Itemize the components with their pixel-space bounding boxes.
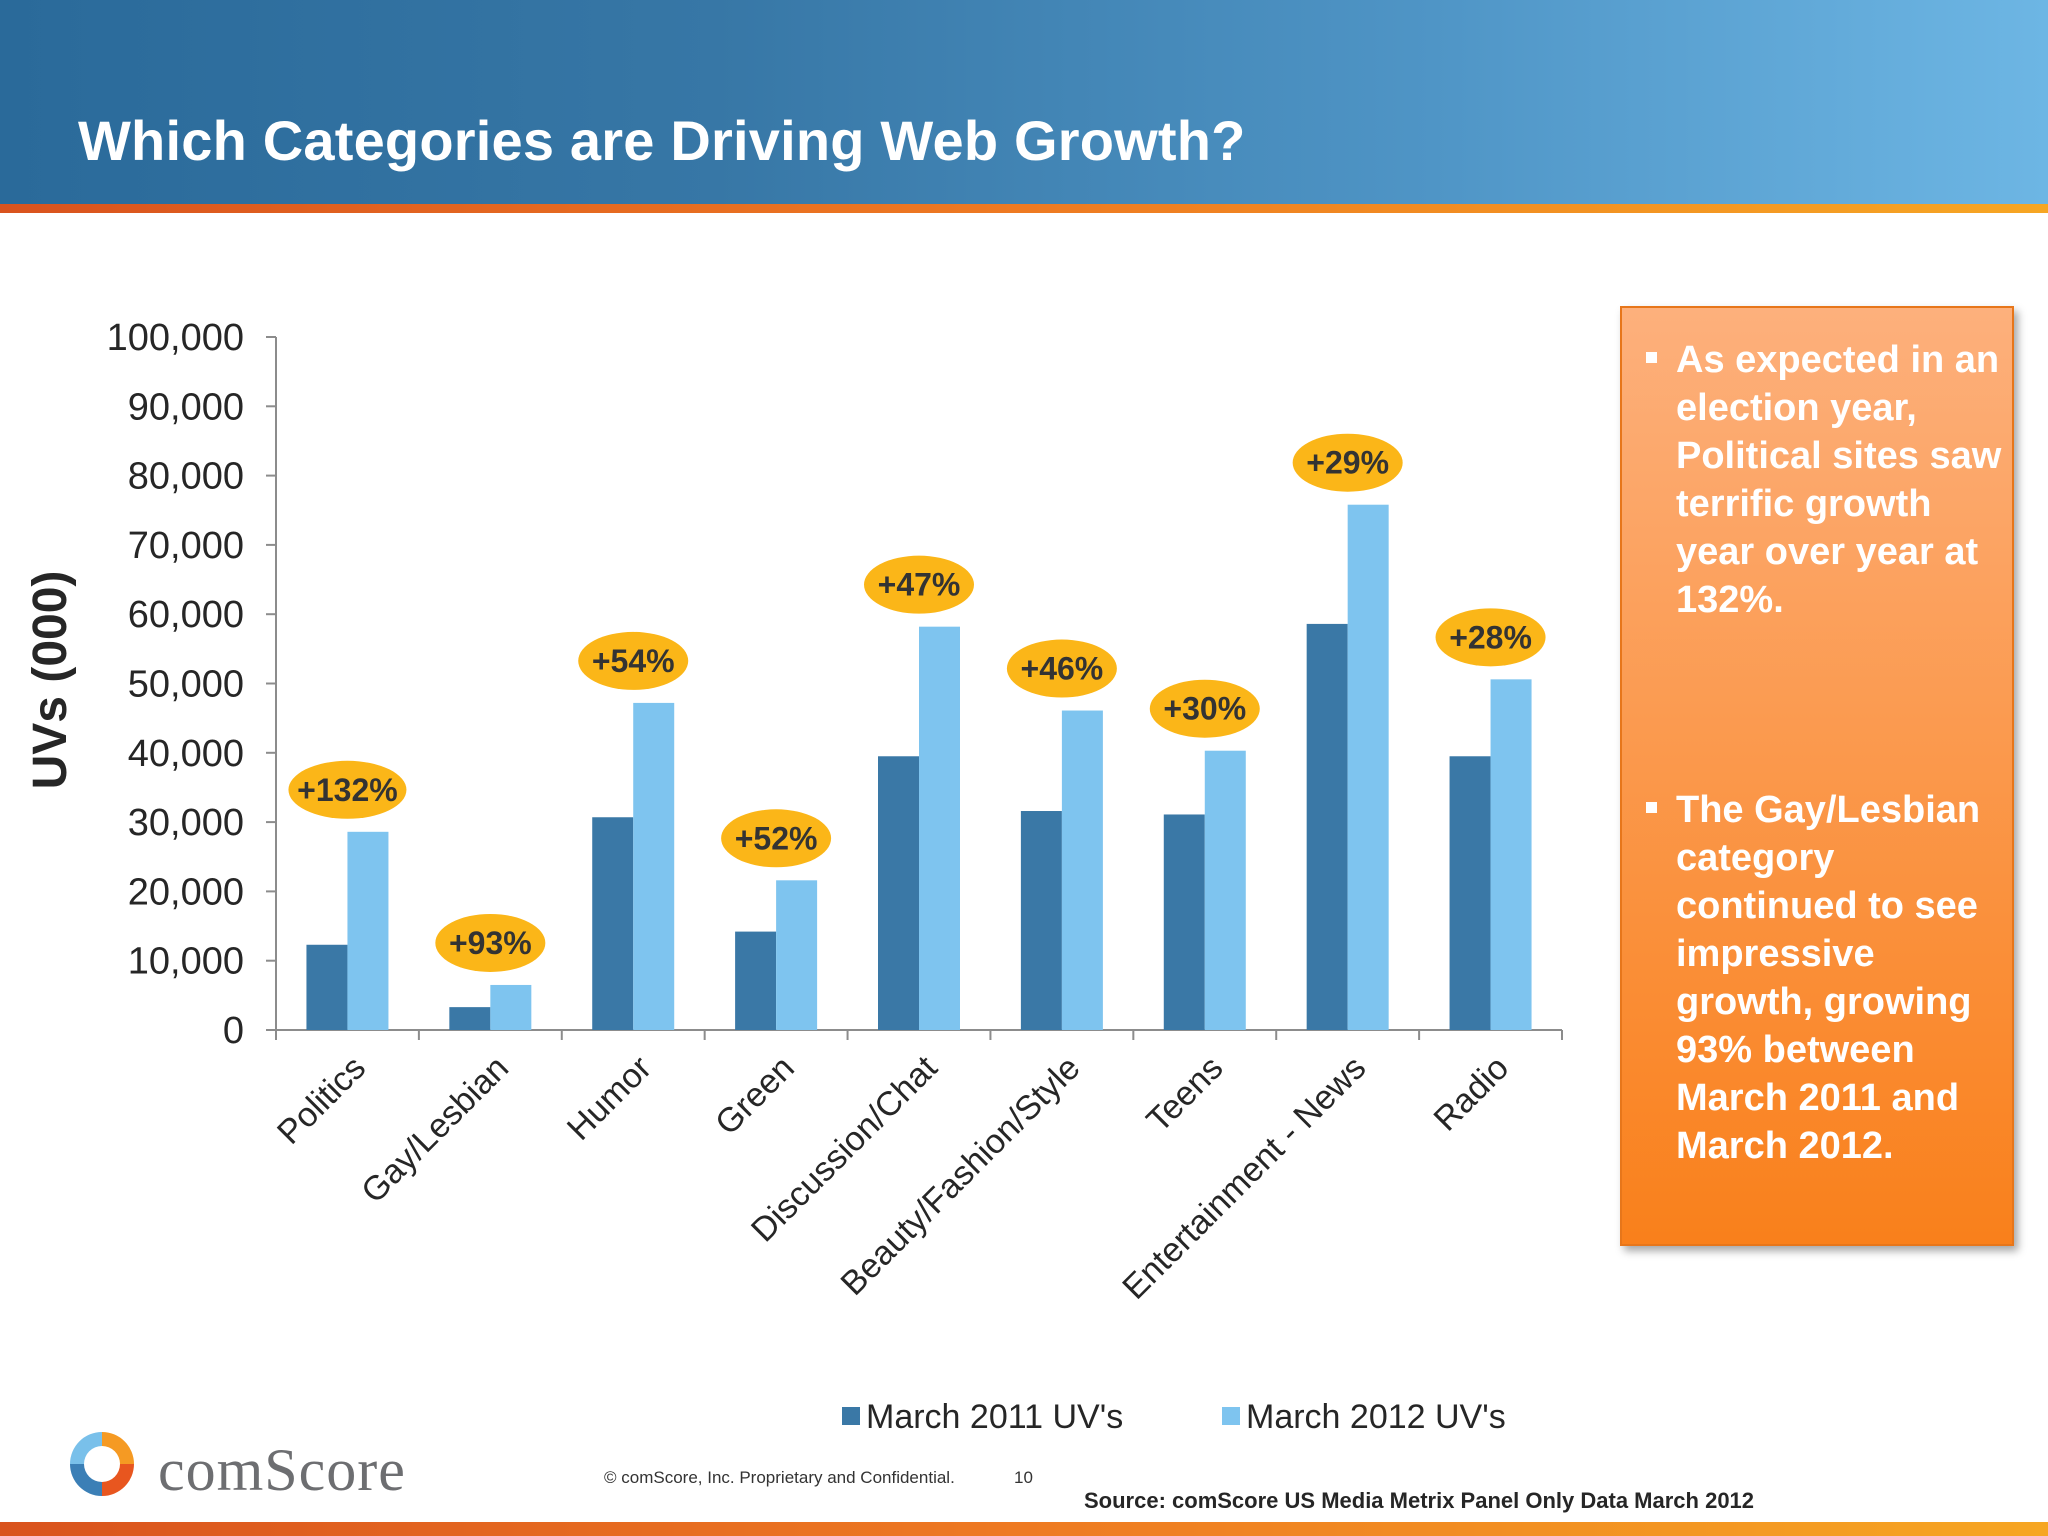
legend-label-2012: March 2012 UV's <box>1246 1398 1506 1436</box>
bar-march-2011 <box>1449 756 1491 1030</box>
growth-badge <box>288 760 407 819</box>
bullet-square-icon <box>1646 352 1657 363</box>
header-accent-stripe <box>0 204 2048 213</box>
growth-badge <box>578 631 689 690</box>
legend-entry-2012: March 2012 UV's <box>1222 1398 1506 1437</box>
callout-bullet-1: As expected in an election year, Politic… <box>1646 336 2006 624</box>
y-tick-label: 70,000 <box>128 525 244 567</box>
growth-label: +93% <box>449 925 532 961</box>
bar-march-2011 <box>449 1007 491 1030</box>
growth-label: +54% <box>592 643 675 679</box>
y-tick-label: 50,000 <box>128 664 244 706</box>
legend-label-2011: March 2011 UV's <box>866 1398 1124 1436</box>
growth-label: +47% <box>878 567 961 603</box>
bar-march-2012 <box>1204 750 1246 1030</box>
bar-march-2012 <box>633 702 675 1030</box>
growth-badge <box>1292 433 1403 492</box>
bar-march-2011 <box>592 817 634 1030</box>
callout-text-2: The Gay/Lesbian category continued to se… <box>1676 789 1981 1167</box>
growth-badge <box>1435 608 1546 667</box>
bar-march-2012 <box>347 831 389 1030</box>
y-tick-label: 60,000 <box>128 594 244 636</box>
growth-badges: +132% +93% +54% +52% +47% +46% +30% +29% +28% <box>288 433 1546 972</box>
growth-label: +30% <box>1163 691 1246 727</box>
bar-march-2012 <box>1347 504 1389 1030</box>
bar-march-2012 <box>919 626 960 1030</box>
growth-label: +52% <box>735 820 818 856</box>
y-tick-label: 40,000 <box>128 733 244 775</box>
bar-march-2011 <box>735 931 777 1030</box>
legend-swatch-2012 <box>1222 1407 1240 1426</box>
header-bar <box>0 0 2048 204</box>
copyright-notice: © comScore, Inc. Proprietary and Confide… <box>604 1468 955 1487</box>
growth-label: +132% <box>297 772 398 808</box>
y-tick-label: 0 <box>223 1010 244 1052</box>
growth-badge <box>1006 639 1117 698</box>
bar-march-2012 <box>1490 679 1532 1030</box>
growth-label: +46% <box>1021 651 1104 687</box>
y-tick-label: 80,000 <box>128 456 244 498</box>
bar-march-2012 <box>1061 710 1103 1030</box>
y-axis: 0 10,000 20,000 30,000 40,000 50,000 60,000 70,… <box>107 317 277 1052</box>
legend-entry-2011: March 2011 UV's <box>842 1398 1123 1437</box>
y-tick-label: 10,000 <box>128 941 244 983</box>
x-category-label: Beauty/Fashion/Style <box>833 1049 1087 1303</box>
bar-march-2012 <box>776 880 818 1030</box>
bar-march-2012 <box>490 984 532 1030</box>
bar-march-2011 <box>306 944 348 1030</box>
page-number: 10 <box>1014 1468 1033 1487</box>
bar-march-2011 <box>1306 623 1348 1030</box>
page-title: Which Categories are Driving Web Growth? <box>78 109 1246 172</box>
y-axis-title: UVs (000) <box>24 571 77 790</box>
footer-accent-stripe <box>0 1522 2048 1536</box>
y-tick-label: 100,000 <box>107 317 244 359</box>
y-tick-label: 30,000 <box>128 802 244 844</box>
x-category-label: Politics <box>270 1049 373 1152</box>
x-category-label: Teens <box>1139 1049 1230 1140</box>
bar-march-2011 <box>1020 811 1062 1030</box>
callout-text-1: As expected in an election year, Politic… <box>1676 339 2002 621</box>
growth-badge <box>721 809 832 868</box>
growth-badge <box>1149 679 1260 738</box>
x-category-label: Radio <box>1427 1049 1517 1139</box>
source-note: Source: comScore US Media Metrix Panel O… <box>1084 1488 1755 1513</box>
callout-bullet-2: The Gay/Lesbian category continued to se… <box>1646 786 2006 1170</box>
x-category-label: Green <box>708 1049 802 1143</box>
callout-box: As expected in an election year, Politic… <box>1620 306 2014 1246</box>
legend-swatch-2011 <box>842 1407 860 1426</box>
comscore-logo-text: comScore <box>158 1437 406 1503</box>
growth-badge <box>864 555 974 614</box>
x-category-label: Humor <box>560 1049 659 1148</box>
x-category-label: Entertainment - News <box>1115 1049 1373 1307</box>
bullet-square-icon <box>1646 802 1657 813</box>
x-category-label: Gay/Lesbian <box>354 1049 516 1211</box>
y-tick-label: 20,000 <box>128 871 244 913</box>
bars <box>306 504 1532 1030</box>
comscore-logo-icon <box>70 1432 134 1496</box>
y-tick-label: 90,000 <box>128 386 244 428</box>
bar-march-2011 <box>1163 814 1205 1030</box>
growth-badge <box>435 913 546 972</box>
growth-label: +29% <box>1306 445 1389 481</box>
growth-label: +28% <box>1449 619 1532 655</box>
bar-march-2011 <box>878 756 919 1030</box>
